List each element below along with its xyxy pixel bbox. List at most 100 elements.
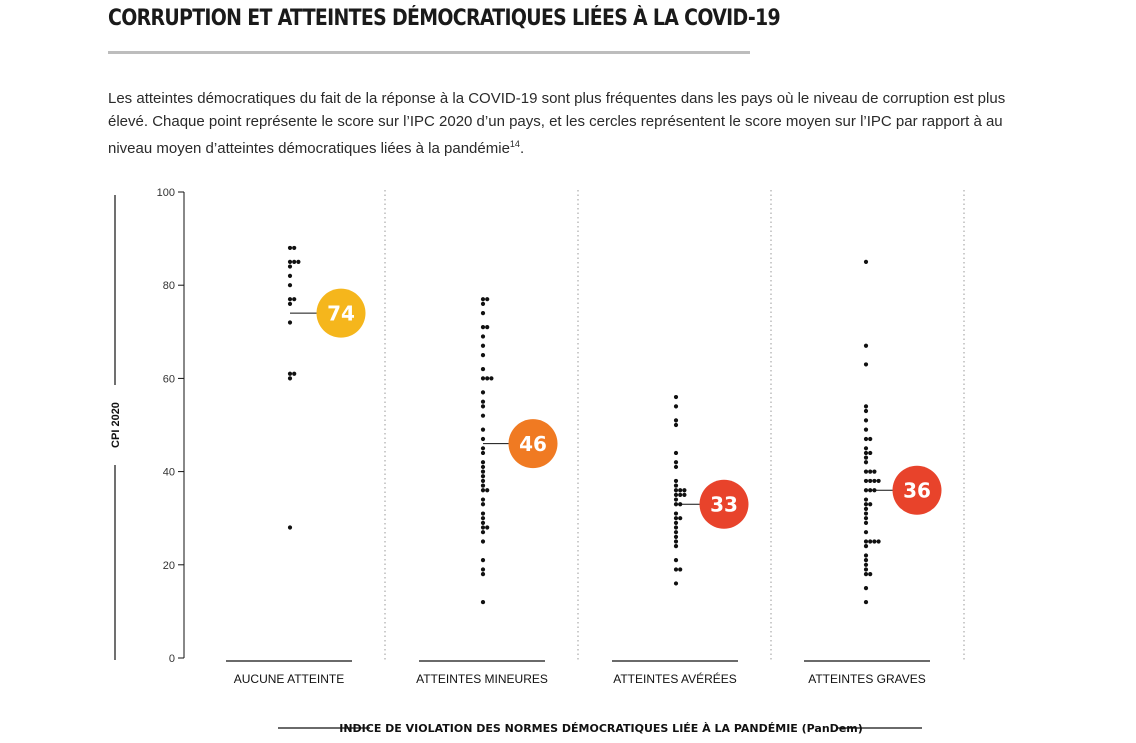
- y-tick-label: 20: [163, 560, 175, 572]
- data-point: [480, 502, 486, 507]
- data-point: [673, 492, 679, 497]
- data-point: [292, 245, 297, 251]
- y-tick-label: 40: [163, 467, 175, 479]
- mean-value-label: 33: [710, 493, 738, 517]
- data-point: [287, 301, 293, 306]
- data-point: [863, 586, 869, 591]
- data-point: [863, 408, 869, 414]
- data-point: [480, 311, 486, 316]
- data-point: [872, 469, 877, 474]
- data-point: [673, 422, 679, 428]
- data-point: [863, 544, 869, 549]
- data-point: [678, 488, 683, 493]
- data-point: [292, 259, 297, 264]
- data-point: [673, 558, 679, 563]
- data-point: [489, 376, 494, 381]
- data-point: [287, 376, 293, 381]
- data-point: [863, 418, 869, 423]
- data-point: [876, 478, 881, 484]
- data-point: [863, 558, 869, 563]
- data-point: [682, 492, 687, 497]
- data-point: [863, 516, 869, 521]
- data-point: [485, 297, 490, 302]
- data-point: [287, 283, 293, 288]
- data-point: [863, 259, 869, 264]
- y-tick-label: 80: [163, 280, 175, 292]
- data-point: [863, 511, 869, 516]
- data-point: [863, 362, 869, 367]
- data-point: [485, 325, 490, 330]
- data-point: [480, 478, 486, 484]
- category-column: ATTEINTES AVÉRÉES 33: [612, 394, 749, 686]
- data-point: [863, 572, 869, 577]
- data-point: [480, 464, 486, 470]
- category-column: ATTEINTES GRAVES 36: [804, 259, 942, 686]
- data-point: [480, 343, 486, 348]
- data-point: [480, 376, 486, 381]
- data-point: [863, 497, 869, 502]
- data-point: [678, 567, 683, 572]
- data-point: [287, 371, 293, 376]
- data-point: [863, 530, 869, 535]
- data-point: [868, 572, 873, 577]
- data-point: [287, 297, 293, 302]
- data-point: [673, 539, 679, 544]
- data-point: [673, 404, 679, 409]
- data-point: [868, 502, 873, 507]
- mean-value-label: 46: [519, 432, 547, 456]
- data-point: [480, 446, 486, 451]
- data-point: [682, 488, 687, 493]
- data-point: [678, 492, 683, 497]
- data-point: [287, 259, 293, 264]
- data-point: [480, 511, 486, 516]
- data-point: [673, 520, 679, 525]
- data-point: [480, 450, 486, 456]
- data-point: [673, 488, 679, 493]
- mean-bubble: [699, 479, 749, 529]
- data-point: [480, 525, 486, 530]
- data-point: [673, 530, 679, 535]
- data-point: [287, 264, 293, 269]
- category-label: ATTEINTES GRAVES: [808, 672, 926, 686]
- data-point: [876, 539, 881, 544]
- y-axis-label-group: CPI 2020: [110, 195, 122, 660]
- data-point: [480, 460, 486, 465]
- y-axis-label: CPI 2020: [110, 402, 122, 448]
- data-point: [480, 334, 486, 339]
- data-point: [480, 530, 486, 535]
- page-title: CORRUPTION ET ATTEINTES DÉMOCRATIQUES LI…: [108, 6, 781, 31]
- category-label: ATTEINTES MINEURES: [416, 672, 548, 686]
- data-point: [480, 325, 486, 330]
- data-point: [673, 525, 679, 530]
- data-point: [480, 516, 486, 521]
- data-point: [673, 581, 679, 586]
- title-divider: [108, 51, 750, 54]
- data-point: [872, 478, 877, 484]
- data-point: [673, 511, 679, 516]
- data-point: [863, 450, 869, 456]
- data-point: [480, 404, 486, 409]
- data-point: [485, 525, 490, 530]
- data-point: [673, 534, 679, 539]
- data-point: [480, 436, 486, 442]
- category-label: ATTEINTES AVÉRÉES: [613, 671, 737, 686]
- data-point: [863, 478, 869, 484]
- data-point: [673, 497, 679, 502]
- mean-bubble: [316, 288, 366, 338]
- data-point: [868, 436, 873, 442]
- x-axis-label: INDICE DE VIOLATION DES NORMES DÉMOCRATI…: [339, 722, 863, 735]
- data-point: [485, 376, 490, 381]
- data-point: [480, 399, 486, 404]
- data-point: [480, 390, 486, 395]
- data-point: [863, 520, 869, 525]
- data-point: [673, 460, 679, 465]
- data-point: [287, 273, 293, 278]
- category-column: ATTEINTES MINEURES 46: [416, 297, 558, 686]
- data-point: [485, 488, 490, 493]
- data-point: [480, 558, 486, 563]
- data-point: [296, 259, 301, 264]
- description-text: Les atteintes démocratiques du fait de l…: [108, 90, 1006, 157]
- y-tick-label: 100: [157, 187, 175, 199]
- data-point: [480, 520, 486, 525]
